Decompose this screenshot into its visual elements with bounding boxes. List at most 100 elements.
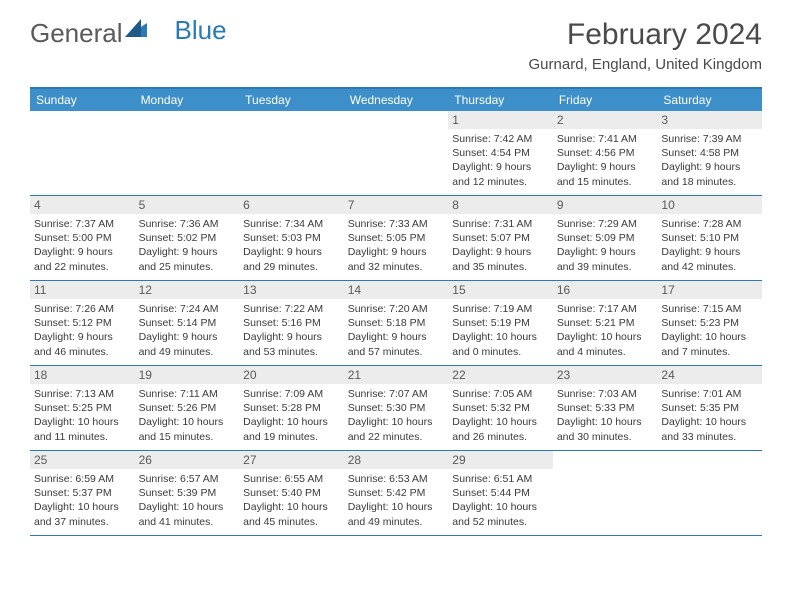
day-info: Sunrise: 6:53 AMSunset: 5:42 PMDaylight:… bbox=[348, 472, 445, 529]
day-cell: 8 Sunrise: 7:31 AMSunset: 5:07 PMDaylight… bbox=[448, 196, 553, 280]
day-number: 11 bbox=[30, 281, 135, 299]
day-number: 16 bbox=[553, 281, 658, 299]
day-info: Sunrise: 7:33 AMSunset: 5:05 PMDaylight:… bbox=[348, 217, 445, 274]
day-cell: 13Sunrise: 7:22 AMSunset: 5:16 PMDayligh… bbox=[239, 281, 344, 365]
weekday-header: Sunday bbox=[30, 89, 135, 111]
day-number: 29 bbox=[448, 451, 553, 469]
day-cell: 22Sunrise: 7:05 AMSunset: 5:32 PMDayligh… bbox=[448, 366, 553, 450]
weekday-header: Friday bbox=[553, 89, 658, 111]
day-number: 1 bbox=[448, 111, 553, 129]
day-number: 19 bbox=[135, 366, 240, 384]
day-info: Sunrise: 6:57 AMSunset: 5:39 PMDaylight:… bbox=[139, 472, 236, 529]
day-number-empty bbox=[657, 451, 762, 469]
day-info: Sunrise: 7:13 AMSunset: 5:25 PMDaylight:… bbox=[34, 387, 131, 444]
day-cell: 23 Sunrise: 7:03 AMSunset: 5:33 PMDayligh… bbox=[553, 366, 658, 450]
day-info: Sunrise: 7:29 AMSunset: 5:09 PMDaylight:… bbox=[557, 217, 654, 274]
week-row: 11 Sunrise: 7:26 AMSunset: 5:12 PMDayligh… bbox=[30, 281, 762, 366]
day-number-empty bbox=[344, 111, 449, 129]
day-number-empty bbox=[553, 451, 658, 469]
day-info: Sunrise: 7:15 AMSunset: 5:23 PMDaylight:… bbox=[661, 302, 758, 359]
day-number-empty bbox=[239, 111, 344, 129]
day-info: Sunrise: 7:17 AMSunset: 5:21 PMDaylight:… bbox=[557, 302, 654, 359]
day-cell: 26 Sunrise: 6:57 AMSunset: 5:39 PMDayligh… bbox=[135, 451, 240, 535]
day-info: Sunrise: 7:31 AMSunset: 5:07 PMDaylight:… bbox=[452, 217, 549, 274]
day-number: 14 bbox=[344, 281, 449, 299]
day-info: Sunrise: 7:20 AMSunset: 5:18 PMDaylight:… bbox=[348, 302, 445, 359]
day-number: 5 bbox=[135, 196, 240, 214]
day-info: Sunrise: 7:07 AMSunset: 5:30 PMDaylight:… bbox=[348, 387, 445, 444]
day-cell: 19Sunrise: 7:11 AMSunset: 5:26 PMDayligh… bbox=[135, 366, 240, 450]
day-cell: 5 Sunrise: 7:36 AMSunset: 5:02 PMDaylight… bbox=[135, 196, 240, 280]
day-cell: 15Sunrise: 7:19 AMSunset: 5:19 PMDayligh… bbox=[448, 281, 553, 365]
day-number: 13 bbox=[239, 281, 344, 299]
day-info: Sunrise: 7:26 AMSunset: 5:12 PMDaylight:… bbox=[34, 302, 131, 359]
day-number: 18 bbox=[30, 366, 135, 384]
day-number: 21 bbox=[344, 366, 449, 384]
day-info: Sunrise: 7:09 AMSunset: 5:28 PMDaylight:… bbox=[243, 387, 340, 444]
weekday-header-row: SundayMondayTuesdayWednesdayThursdayFrid… bbox=[30, 89, 762, 111]
day-number: 23 bbox=[553, 366, 658, 384]
day-info: Sunrise: 6:59 AMSunset: 5:37 PMDaylight:… bbox=[34, 472, 131, 529]
weekday-header: Thursday bbox=[448, 89, 553, 111]
logo-triangle-icon bbox=[125, 13, 147, 44]
day-cell: 4Sunrise: 7:37 AMSunset: 5:00 PMDaylight… bbox=[30, 196, 135, 280]
day-cell: 20 Sunrise: 7:09 AMSunset: 5:28 PMDayligh… bbox=[239, 366, 344, 450]
day-number: 9 bbox=[553, 196, 658, 214]
day-info: Sunrise: 7:41 AMSunset: 4:56 PMDaylight:… bbox=[557, 132, 654, 189]
day-number: 8 bbox=[448, 196, 553, 214]
day-cell bbox=[553, 451, 658, 535]
week-row: 1Sunrise: 7:42 AMSunset: 4:54 PMDaylight… bbox=[30, 111, 762, 196]
day-info: Sunrise: 7:05 AMSunset: 5:32 PMDaylight:… bbox=[452, 387, 549, 444]
day-cell: 28 Sunrise: 6:53 AMSunset: 5:42 PMDayligh… bbox=[344, 451, 449, 535]
day-info: Sunrise: 7:36 AMSunset: 5:02 PMDaylight:… bbox=[139, 217, 236, 274]
weekday-header: Wednesday bbox=[344, 89, 449, 111]
day-cell bbox=[344, 111, 449, 195]
day-cell bbox=[657, 451, 762, 535]
day-info: Sunrise: 7:01 AMSunset: 5:35 PMDaylight:… bbox=[661, 387, 758, 444]
day-cell: 21 Sunrise: 7:07 AMSunset: 5:30 PMDayligh… bbox=[344, 366, 449, 450]
day-cell: 25 Sunrise: 6:59 AMSunset: 5:37 PMDayligh… bbox=[30, 451, 135, 535]
day-cell: 3Sunrise: 7:39 AMSunset: 4:58 PMDaylight… bbox=[657, 111, 762, 195]
day-number: 28 bbox=[344, 451, 449, 469]
day-cell: 6 Sunrise: 7:34 AMSunset: 5:03 PMDaylight… bbox=[239, 196, 344, 280]
logo-text-general: General bbox=[30, 18, 123, 49]
weekday-header: Tuesday bbox=[239, 89, 344, 111]
day-cell: 29Sunrise: 6:51 AMSunset: 5:44 PMDayligh… bbox=[448, 451, 553, 535]
day-cell: 9 Sunrise: 7:29 AMSunset: 5:09 PMDaylight… bbox=[553, 196, 658, 280]
location: Gurnard, England, United Kingdom bbox=[529, 56, 762, 73]
day-info: Sunrise: 7:28 AMSunset: 5:10 PMDaylight:… bbox=[661, 217, 758, 274]
day-number: 25 bbox=[30, 451, 135, 469]
day-number: 26 bbox=[135, 451, 240, 469]
calendar-body: 1Sunrise: 7:42 AMSunset: 4:54 PMDaylight… bbox=[30, 111, 762, 536]
logo-text-blue: Blue bbox=[175, 15, 227, 46]
day-number: 20 bbox=[239, 366, 344, 384]
day-number: 6 bbox=[239, 196, 344, 214]
weekday-header: Saturday bbox=[657, 89, 762, 111]
day-cell: 2Sunrise: 7:41 AMSunset: 4:56 PMDaylight… bbox=[553, 111, 658, 195]
day-cell: 17Sunrise: 7:15 AMSunset: 5:23 PMDayligh… bbox=[657, 281, 762, 365]
week-row: 25 Sunrise: 6:59 AMSunset: 5:37 PMDayligh… bbox=[30, 451, 762, 536]
month-title: February 2024 bbox=[529, 18, 762, 52]
day-cell: 14 Sunrise: 7:20 AMSunset: 5:18 PMDayligh… bbox=[344, 281, 449, 365]
day-cell: 11 Sunrise: 7:26 AMSunset: 5:12 PMDayligh… bbox=[30, 281, 135, 365]
day-info: Sunrise: 6:55 AMSunset: 5:40 PMDaylight:… bbox=[243, 472, 340, 529]
week-row: 4Sunrise: 7:37 AMSunset: 5:00 PMDaylight… bbox=[30, 196, 762, 281]
day-cell: 10Sunrise: 7:28 AMSunset: 5:10 PMDayligh… bbox=[657, 196, 762, 280]
week-row: 18 Sunrise: 7:13 AMSunset: 5:25 PMDayligh… bbox=[30, 366, 762, 451]
weekday-header: Monday bbox=[135, 89, 240, 111]
day-number: 7 bbox=[344, 196, 449, 214]
day-cell bbox=[135, 111, 240, 195]
day-info: Sunrise: 7:24 AMSunset: 5:14 PMDaylight:… bbox=[139, 302, 236, 359]
day-cell: 24 Sunrise: 7:01 AMSunset: 5:35 PMDayligh… bbox=[657, 366, 762, 450]
day-cell bbox=[239, 111, 344, 195]
day-number: 24 bbox=[657, 366, 762, 384]
day-cell: 12Sunrise: 7:24 AMSunset: 5:14 PMDayligh… bbox=[135, 281, 240, 365]
day-info: Sunrise: 7:37 AMSunset: 5:00 PMDaylight:… bbox=[34, 217, 131, 274]
day-info: Sunrise: 7:34 AMSunset: 5:03 PMDaylight:… bbox=[243, 217, 340, 274]
day-cell: 27Sunrise: 6:55 AMSunset: 5:40 PMDayligh… bbox=[239, 451, 344, 535]
day-info: Sunrise: 7:03 AMSunset: 5:33 PMDaylight:… bbox=[557, 387, 654, 444]
day-cell: 1Sunrise: 7:42 AMSunset: 4:54 PMDaylight… bbox=[448, 111, 553, 195]
calendar: SundayMondayTuesdayWednesdayThursdayFrid… bbox=[30, 87, 762, 536]
day-number: 15 bbox=[448, 281, 553, 299]
logo: General Blue bbox=[30, 18, 227, 49]
